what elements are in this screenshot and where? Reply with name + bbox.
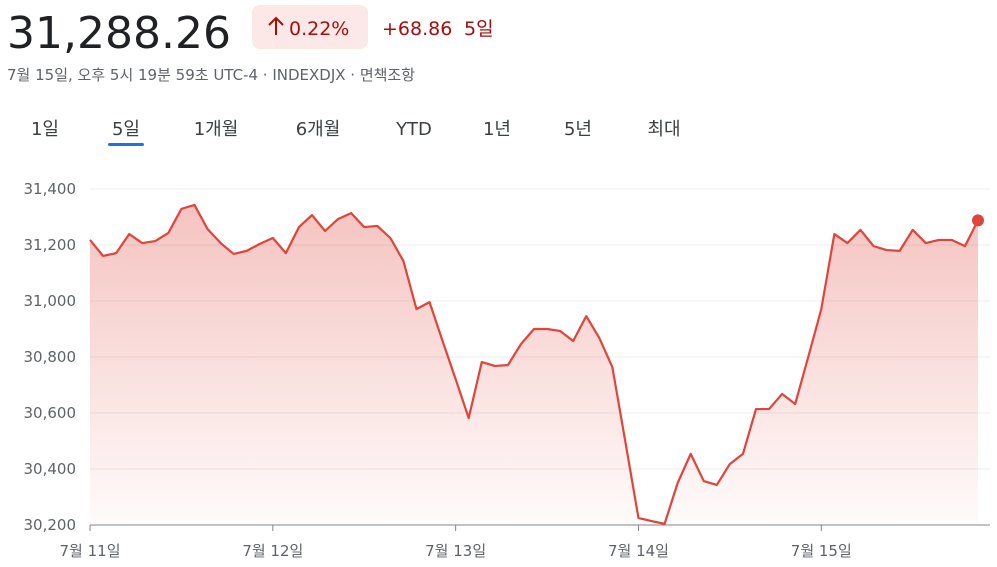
x-tick-label: 7월 14일 [608, 542, 669, 560]
range-tab[interactable]: 6개월 [296, 119, 341, 140]
plot: 30,200 30,400 30,600 30,800 31,000 31,200 31,4… [24, 180, 990, 560]
active-tab-underline [108, 143, 144, 146]
range-tab[interactable]: 1일 [31, 119, 59, 140]
range-tab[interactable]: 최대 [647, 119, 680, 140]
meta-info: 7월 15일, 오후 5시 19분 59초 UTC-4 · INDEXDJX ·… [7, 66, 415, 84]
x-tick-label: 7월 13일 [425, 542, 486, 560]
range-tabs: 1일 5일 1개월 6개월 YTD 1년 5년 최대 [31, 119, 681, 146]
y-tick-label: 30,200 [24, 516, 77, 534]
change-period: 5일 [464, 18, 494, 40]
price-line [89, 203, 979, 525]
range-tab[interactable]: YTD [395, 119, 432, 140]
y-tick-label: 31,000 [24, 292, 77, 310]
change-chip [252, 5, 368, 49]
range-tab[interactable]: 1개월 [194, 119, 239, 140]
range-tab[interactable]: 1년 [483, 119, 511, 140]
range-tab[interactable]: 5년 [564, 119, 592, 140]
area-fill [90, 204, 978, 525]
y-tick-label: 31,200 [24, 236, 77, 254]
range-tab[interactable]: 5일 [112, 119, 140, 140]
y-tick-label: 30,800 [24, 348, 77, 366]
y-tick-label: 30,600 [24, 404, 77, 422]
change-absolute: +68.86 [382, 18, 452, 40]
x-tick-label: 7월 12일 [242, 542, 303, 560]
last-point [972, 214, 984, 227]
x-tick-label: 7월 15일 [791, 542, 852, 560]
price: 31,288.26 [7, 8, 231, 59]
up-arrow-icon [268, 16, 284, 35]
x-tick-label: 7월 11일 [60, 542, 121, 560]
change-percent: 0.22% [289, 18, 349, 40]
y-tick-label: 30,400 [24, 460, 77, 478]
y-tick-label: 31,400 [24, 180, 77, 198]
